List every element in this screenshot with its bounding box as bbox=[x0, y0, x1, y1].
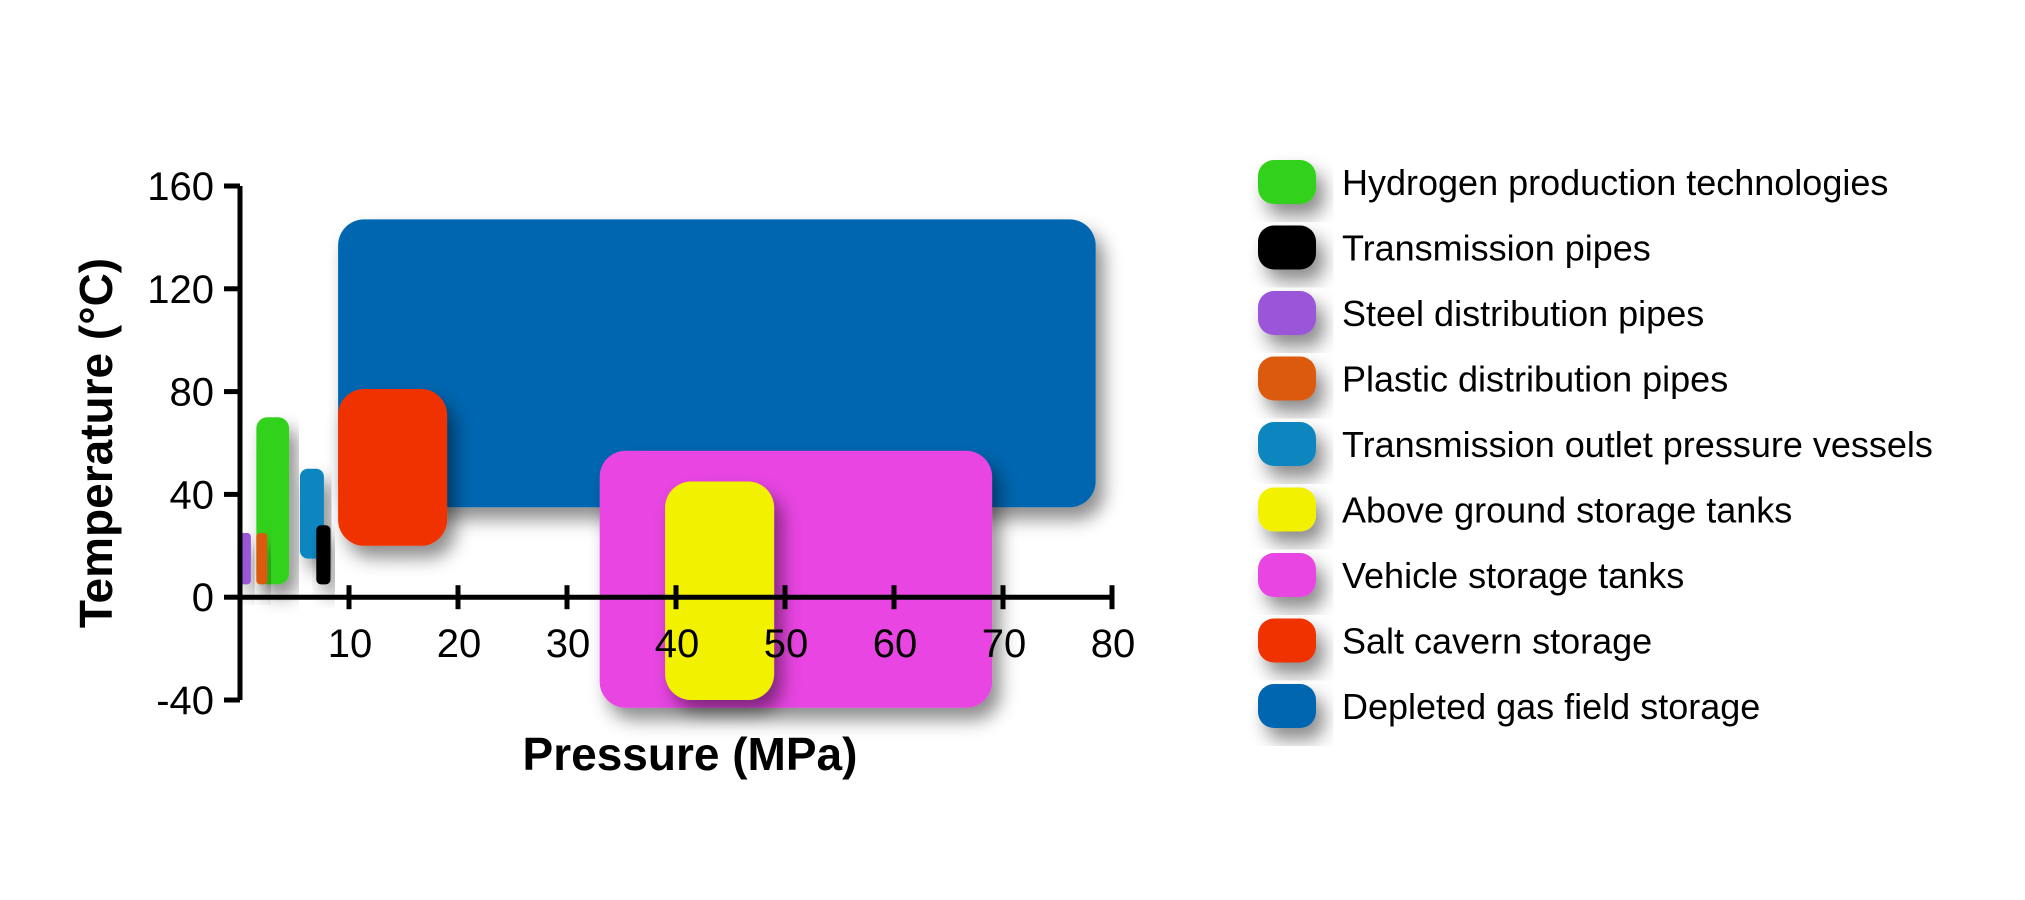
y-tick-label: -40 bbox=[156, 679, 214, 723]
range-box-depleted-gas-field-storage bbox=[338, 219, 1096, 508]
range-box-vehicle-storage-tanks bbox=[599, 450, 993, 708]
x-tick-label: 50 bbox=[764, 622, 809, 666]
legend-label-transmission-outlet-pressure-vessels: Transmission outlet pressure vessels bbox=[1342, 424, 1933, 465]
x-tick-label: 40 bbox=[655, 622, 700, 666]
range-box-steel-distribution-pipes bbox=[240, 532, 251, 585]
legend-swatch-transmission-outlet-pressure-vessels bbox=[1258, 422, 1316, 466]
ticks: 10 20 30 40 50 60 70 80 160 120 80 40 0 -40 bbox=[147, 165, 1135, 723]
legend-swatch-vehicle-storage-tanks bbox=[1258, 553, 1316, 597]
legend-label-hydrogen-production-technologies: Hydrogen production technologies bbox=[1342, 162, 1888, 203]
legend-label-vehicle-storage-tanks: Vehicle storage tanks bbox=[1342, 555, 1684, 596]
legend-swatch-hydrogen-production-technologies bbox=[1258, 160, 1316, 204]
legend: Hydrogen production technologies Transmis… bbox=[1258, 160, 1933, 728]
range-boxes bbox=[240, 219, 1096, 708]
y-axis-title: Temperature (°C) bbox=[70, 258, 122, 628]
range-box-transmission-pipes bbox=[316, 525, 331, 585]
x-tick-label: 70 bbox=[982, 622, 1027, 666]
range-box-salt-cavern-storage bbox=[338, 389, 448, 546]
y-tick-label: 80 bbox=[170, 371, 215, 415]
range-box-above-ground-storage-tanks bbox=[665, 481, 775, 700]
x-axis-title: Pressure (MPa) bbox=[523, 728, 858, 780]
y-tick-label: 160 bbox=[147, 165, 214, 209]
y-tick-label: 120 bbox=[147, 268, 214, 312]
legend-swatch-transmission-pipes bbox=[1258, 225, 1316, 270]
legend-label-steel-distribution-pipes: Steel distribution pipes bbox=[1342, 293, 1704, 334]
x-tick-label: 80 bbox=[1091, 622, 1136, 666]
x-tick-label: 60 bbox=[873, 622, 918, 666]
x-tick-label: 20 bbox=[437, 622, 482, 666]
legend-label-transmission-pipes: Transmission pipes bbox=[1342, 228, 1651, 269]
x-tick-label: 10 bbox=[328, 622, 373, 666]
legend-swatch-salt-cavern-storage bbox=[1258, 618, 1316, 663]
legend-label-above-ground-storage-tanks: Above ground storage tanks bbox=[1342, 490, 1792, 531]
x-tick-label: 30 bbox=[546, 622, 591, 666]
range-box-plastic-distribution-pipes bbox=[256, 532, 268, 585]
legend-swatch-plastic-distribution-pipes bbox=[1258, 356, 1316, 401]
legend-swatch-steel-distribution-pipes bbox=[1258, 291, 1316, 335]
y-tick-label: 0 bbox=[192, 576, 214, 620]
legend-swatch-above-ground-storage-tanks bbox=[1258, 487, 1316, 532]
legend-label-depleted-gas-field-storage: Depleted gas field storage bbox=[1342, 686, 1760, 727]
y-tick-label: 40 bbox=[170, 473, 215, 517]
legend-label-plastic-distribution-pipes: Plastic distribution pipes bbox=[1342, 359, 1728, 400]
legend-swatch-depleted-gas-field-storage bbox=[1258, 684, 1316, 728]
legend-label-salt-cavern-storage: Salt cavern storage bbox=[1342, 621, 1652, 662]
